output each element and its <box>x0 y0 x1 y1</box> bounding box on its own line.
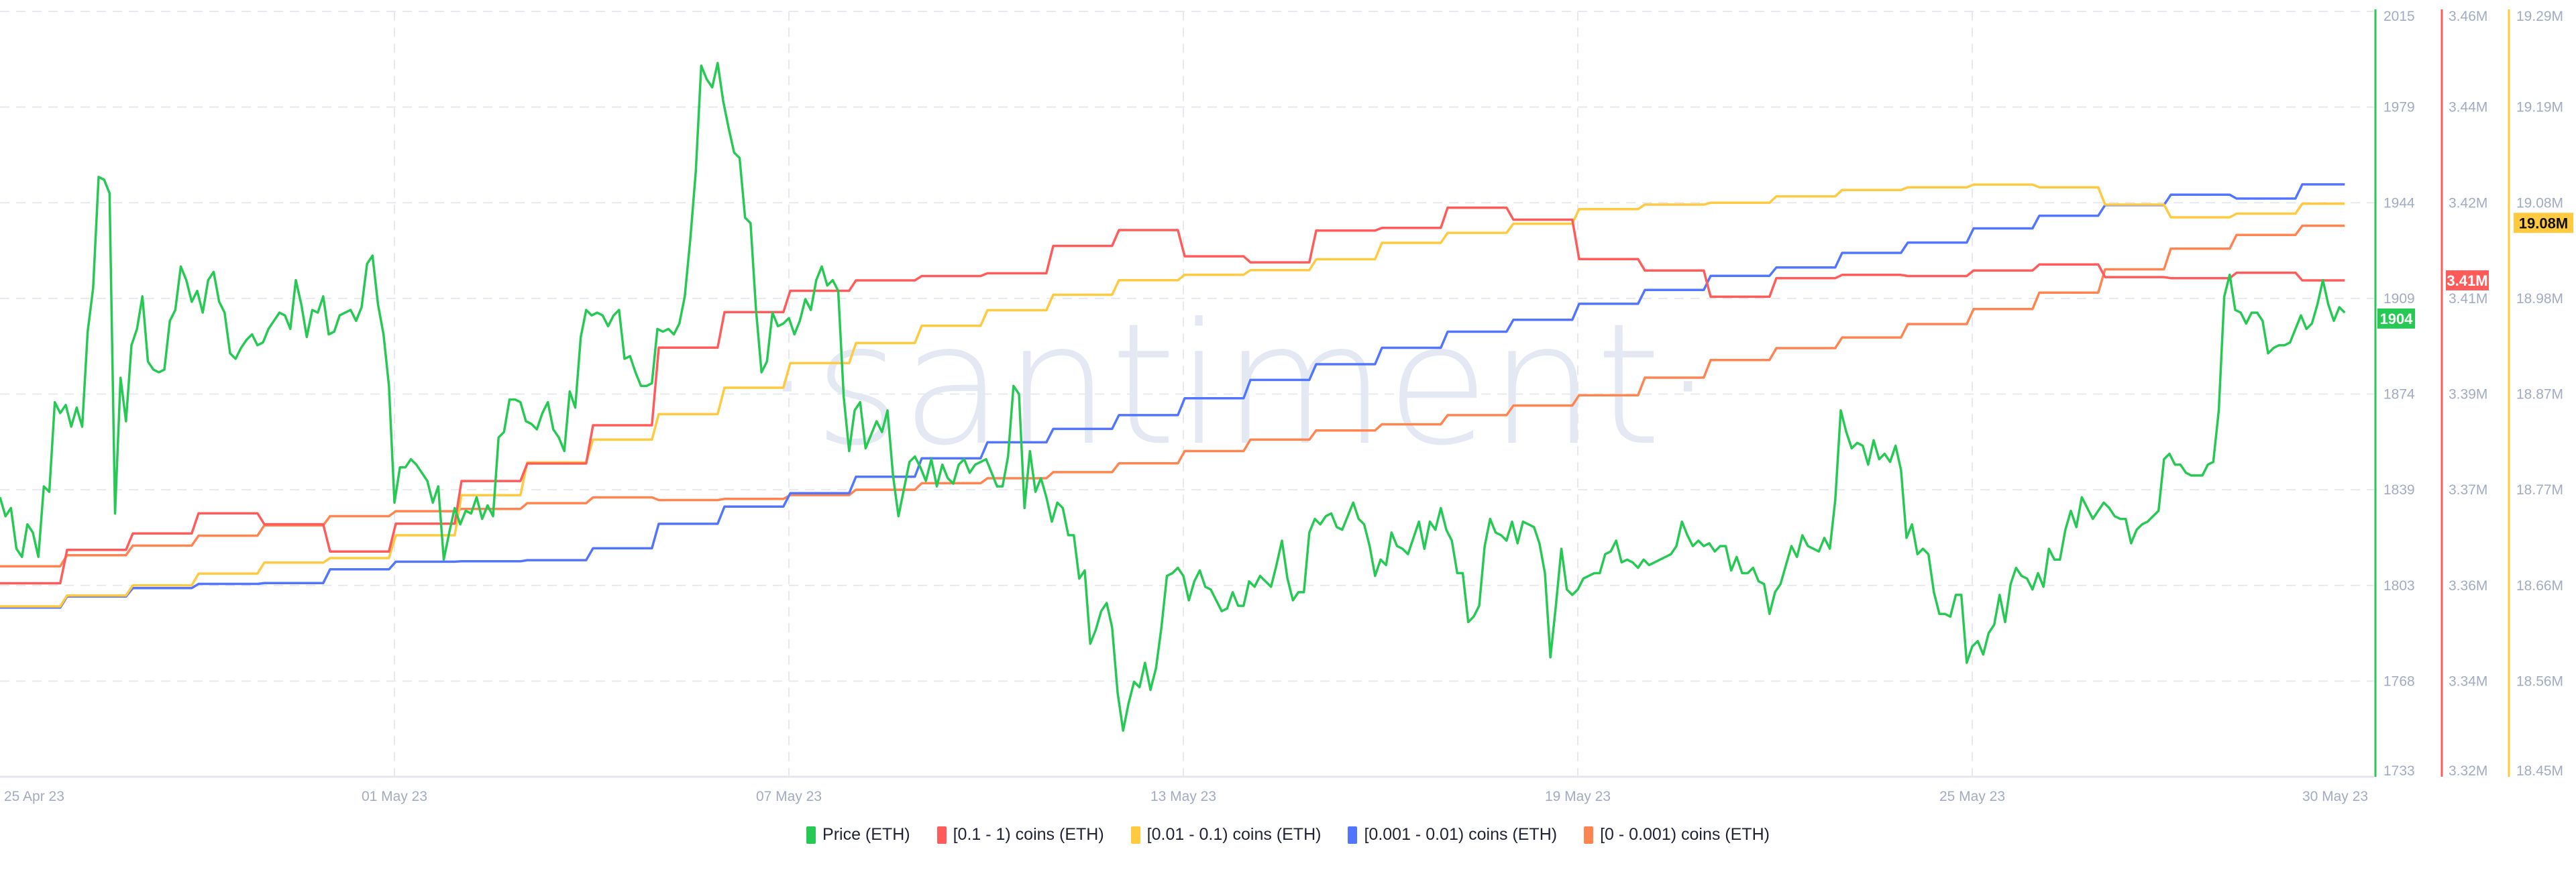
badge-background <box>2514 213 2573 233</box>
yellow-axis-tick-label: 18.66M <box>2516 578 2563 594</box>
legend-swatch <box>1348 826 1358 844</box>
legend-item-0-01-0-1-coins[interactable]: [0.01 - 0.1) coins (ETH) <box>1130 825 1322 844</box>
x-tick-label: 19 May 23 <box>1545 789 1611 804</box>
legend-swatch <box>936 826 947 844</box>
orange-series-line <box>0 224 2345 567</box>
red-current-badge: 3.41M <box>2446 270 2489 290</box>
yellow-axis-tick-label: 18.77M <box>2516 482 2563 498</box>
price-line <box>0 62 2346 732</box>
red-axis-tick-label: 3.34M <box>2449 673 2487 689</box>
legend-item-0-0-001-coins[interactable]: [0 - 0.001) coins (ETH) <box>1584 825 1770 844</box>
price-axis-tick-label: 1733 <box>2383 763 2415 779</box>
legend-label: [0 - 0.001) coins (ETH) <box>1600 825 1770 844</box>
yellow-series-line <box>0 183 2345 608</box>
red-axis-tick-label: 3.44M <box>2449 100 2487 115</box>
price-current-badge: 1904 <box>2377 308 2415 329</box>
legend-label: Price (ETH) <box>822 825 910 844</box>
badge-background <box>2377 308 2415 329</box>
legend-label: [0.01 - 0.1) coins (ETH) <box>1146 825 1322 844</box>
badge-value: 1904 <box>2380 311 2414 327</box>
legend: Price (ETH) [0.1 - 1) coins (ETH) [0.01 … <box>0 825 2576 844</box>
legend-item-0-1-1-coins[interactable]: [0.1 - 1) coins (ETH) <box>936 825 1104 844</box>
axes: 2015 1979 1944 1909 1874 1839 1803 1768 1733 3.46… <box>2374 9 2573 779</box>
x-tick-label: 01 May 23 <box>362 789 427 804</box>
price-axis-tick-label: 1768 <box>2383 673 2415 689</box>
price-axis-tick-label: 2015 <box>2383 9 2415 24</box>
red-axis-tick-label: 3.41M <box>2449 291 2487 307</box>
x-axis-labels: 25 Apr 23 01 May 23 07 May 23 13 May 23 19 M… <box>4 789 2368 804</box>
red-axis-tick-label: 3.37M <box>2449 482 2487 498</box>
price-axis-tick-label: 1874 <box>2383 387 2415 402</box>
legend-item-price[interactable]: Price (ETH) <box>806 825 910 844</box>
legend-swatch <box>1130 826 1140 844</box>
red-axis-tick-label: 3.42M <box>2449 195 2487 211</box>
badge-value: 19.08M <box>2519 215 2568 231</box>
red-axis-tick-label: 3.46M <box>2449 9 2487 24</box>
yellow-axis-tick-label: 18.98M <box>2516 291 2563 307</box>
legend-swatch <box>1584 826 1594 844</box>
legend-label: [0.001 - 0.01) coins (ETH) <box>1364 825 1558 844</box>
yellow-axis-tick-label: 18.56M <box>2516 673 2563 689</box>
blue-series-line <box>0 183 2345 609</box>
yellow-axis-tick-label: 18.45M <box>2516 763 2563 779</box>
x-tick-label: 30 May 23 <box>2302 789 2368 804</box>
price-axis-tick-label: 1944 <box>2383 195 2415 211</box>
badge-background <box>2446 270 2489 290</box>
price-axis-tick-label: 1979 <box>2383 100 2415 115</box>
x-tick-label: 25 Apr 23 <box>4 789 64 804</box>
x-tick-label: 25 May 23 <box>1939 789 2005 804</box>
yellow-current-badge: 19.08M <box>2514 213 2573 233</box>
yellow-axis-tick-label: 19.29M <box>2516 9 2563 24</box>
yellow-axis-tick-label: 19.08M <box>2516 195 2563 211</box>
red-axis-tick-label: 3.39M <box>2449 387 2487 402</box>
price-axis-tick-label: 1909 <box>2383 291 2415 307</box>
red-series-line <box>0 206 2345 585</box>
yellow-axis-tick-label: 18.87M <box>2516 387 2563 402</box>
legend-label: [0.1 - 1) coins (ETH) <box>953 825 1104 844</box>
price-axis-tick-label: 1839 <box>2383 482 2415 498</box>
legend-item-0-001-0-01-coins[interactable]: [0.001 - 0.01) coins (ETH) <box>1348 825 1557 844</box>
badge-value: 3.41M <box>2447 272 2487 289</box>
price-axis-tick-label: 1803 <box>2383 578 2415 594</box>
watermark: ·santiment· <box>761 287 1715 482</box>
yellow-axis-tick-label: 19.19M <box>2516 100 2563 115</box>
series-layer <box>0 62 2346 732</box>
red-axis-tick-label: 3.36M <box>2449 578 2487 594</box>
red-axis-tick-label: 3.32M <box>2449 763 2487 779</box>
x-tick-label: 13 May 23 <box>1150 789 1216 804</box>
legend-swatch <box>806 826 816 844</box>
x-tick-label: 07 May 23 <box>756 789 822 804</box>
